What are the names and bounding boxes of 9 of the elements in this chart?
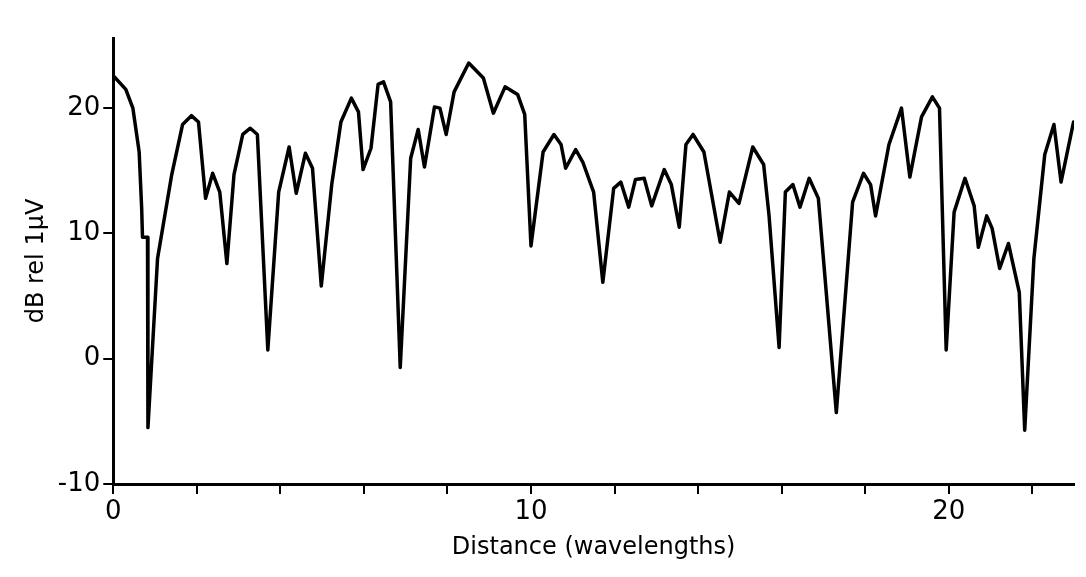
- y-tick-label: 0: [83, 341, 101, 372]
- x-tick-label: 10: [514, 495, 548, 526]
- y-axis-title: dB rel 1µV: [20, 198, 49, 324]
- y-tick-label: -10: [57, 466, 101, 497]
- x-tick-label: 20: [932, 495, 966, 526]
- x-axis-title: Distance (wavelengths): [451, 531, 736, 560]
- x-tick-label: 0: [104, 495, 122, 526]
- y-tick-label: 10: [67, 216, 101, 247]
- y-tick-label: 20: [67, 90, 101, 121]
